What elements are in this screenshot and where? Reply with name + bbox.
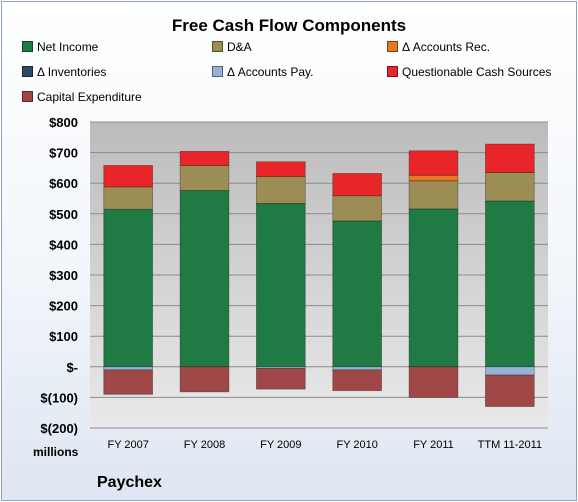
y-tick-label: $100 xyxy=(49,329,78,344)
y-tick-label: $- xyxy=(66,360,78,375)
bar-net-income xyxy=(103,208,153,368)
legend-swatch xyxy=(22,91,33,102)
legend-swatch xyxy=(212,41,223,52)
x-tick-label: TTM 11-2011 xyxy=(478,439,542,451)
bar-capital-expenditure xyxy=(103,369,153,395)
legend-label: Δ Accounts Pay. xyxy=(227,65,314,79)
legend-label: Δ Inventories xyxy=(37,65,107,79)
legend-swatch xyxy=(22,66,33,77)
x-tick-label: FY 2010 xyxy=(336,439,377,451)
bar-capital-expenditure xyxy=(485,374,535,407)
legend-item-questionable-cash-sources: Questionable Cash Sources xyxy=(387,65,551,79)
legend-label: Δ Accounts Rec. xyxy=(402,40,491,54)
y-tick-label: $600 xyxy=(49,176,78,191)
legend-label: Capital Expenditure xyxy=(37,90,142,104)
legend-swatch xyxy=(387,41,398,52)
legend-label: Questionable Cash Sources xyxy=(402,65,552,79)
y-tick-label: $(200) xyxy=(40,421,78,436)
bar-questionable-cash-sources xyxy=(256,161,306,177)
y-tick-label: $400 xyxy=(49,237,78,252)
units-label: millions xyxy=(33,445,79,459)
legend-label: D&A xyxy=(227,40,252,54)
chart-title: Free Cash Flow Components xyxy=(171,16,407,35)
y-tick-label: $500 xyxy=(49,207,78,222)
bar-capital-expenditure xyxy=(408,366,459,398)
bar-questionable-cash-sources xyxy=(332,173,382,197)
bar-d-a xyxy=(332,195,382,222)
bar-net-income xyxy=(408,208,459,368)
bar-questionable-cash-sources xyxy=(179,150,230,166)
legend-label: Net Income xyxy=(37,40,99,54)
bar-net-income xyxy=(485,200,535,368)
bar-accounts-pay xyxy=(103,366,153,371)
bar-net-income xyxy=(256,202,306,368)
bar-accounts-rec xyxy=(408,174,459,182)
bar-d-a xyxy=(103,186,153,210)
legend-item-accounts-rec: Δ Accounts Rec. xyxy=(387,40,490,54)
bar-accounts-pay xyxy=(485,366,535,376)
legend-item-net-income: Net Income xyxy=(22,40,98,54)
x-tick-label: FY 2009 xyxy=(260,439,301,451)
bar-questionable-cash-sources xyxy=(103,165,153,188)
bar-questionable-cash-sources xyxy=(408,150,459,176)
legend-swatch xyxy=(387,66,398,77)
company-name: Paychex xyxy=(97,474,162,491)
y-tick-label: $800 xyxy=(49,115,78,130)
legend-item-capital-expenditure: Capital Expenditure xyxy=(22,90,142,104)
bar-questionable-cash-sources xyxy=(485,143,535,173)
bar-d-a xyxy=(408,180,459,210)
bar-d-a xyxy=(179,165,230,191)
y-tick-label: $(100) xyxy=(40,390,78,405)
bar-capital-expenditure xyxy=(256,367,306,390)
x-tick-label: FY 2007 xyxy=(107,439,148,451)
bar-capital-expenditure xyxy=(179,366,230,393)
y-tick-label: $200 xyxy=(49,299,78,314)
legend-swatch xyxy=(22,41,33,52)
x-tick-label: FY 2008 xyxy=(184,439,225,451)
bar-accounts-pay xyxy=(332,366,382,371)
bar-d-a xyxy=(485,172,535,202)
bar-d-a xyxy=(256,176,306,204)
legend-item-accounts-pay: Δ Accounts Pay. xyxy=(212,65,314,79)
legend-item-d-a: D&A xyxy=(212,40,252,54)
y-tick-label: $300 xyxy=(49,268,78,283)
bar-net-income xyxy=(179,190,230,368)
y-tick-label: $700 xyxy=(49,146,78,161)
x-tick-label: FY 2011 xyxy=(413,439,454,451)
legend-item-inventories: Δ Inventories xyxy=(22,65,106,79)
legend-swatch xyxy=(212,66,223,77)
bar-capital-expenditure xyxy=(332,369,382,392)
bar-net-income xyxy=(332,220,382,368)
